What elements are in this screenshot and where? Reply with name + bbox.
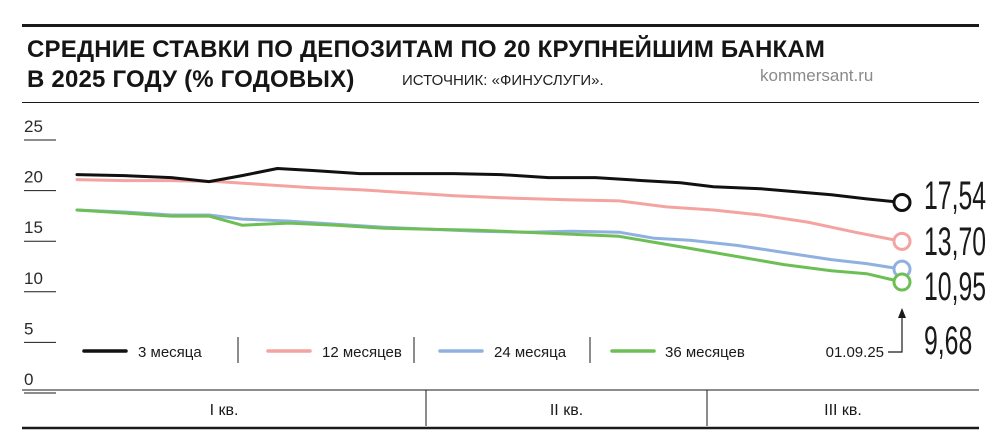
legend: 3 месяца 12 месяцев 24 месяца 36 месяцев xyxy=(82,337,745,363)
chart-title-line1: СРЕДНИЕ СТАВКИ ПО ДЕПОЗИТАМ ПО 20 КРУПНЕ… xyxy=(27,36,826,63)
series-end-marker xyxy=(892,231,912,251)
source-note: ИСТОЧНИК: «ФИНУСЛУГИ». xyxy=(402,72,604,89)
quarter-label: III кв. xyxy=(824,402,862,419)
header-divider xyxy=(22,102,979,103)
site-watermark: kommersant.ru xyxy=(760,66,874,85)
top-rule xyxy=(22,24,979,27)
quarter-label: I кв. xyxy=(210,402,239,419)
chart-title-line2: В 2025 ГОДУ (% ГОДОВЫХ) xyxy=(27,66,355,93)
series-end-marker xyxy=(892,192,912,212)
y-tick-label: 15 xyxy=(24,218,43,237)
series-lines xyxy=(75,167,904,284)
y-tick-label: 5 xyxy=(24,319,33,338)
quarter-label: II кв. xyxy=(550,402,583,419)
series-end-label: 10,95 xyxy=(924,265,986,309)
date-pointer-arrowhead xyxy=(898,308,906,318)
legend-label: 24 месяца xyxy=(494,344,567,361)
date-pointer-line xyxy=(888,312,903,353)
y-tick-label: 20 xyxy=(24,168,43,187)
series-line xyxy=(75,178,904,243)
end-date-label: 01.09.25 xyxy=(826,344,884,361)
legend-label: 3 месяца xyxy=(138,344,202,361)
legend-label: 12 месяцев xyxy=(322,344,402,361)
legend-label: 36 месяцев xyxy=(665,344,745,361)
y-tick-label: 10 xyxy=(24,269,43,288)
series-end-label: 9,68 xyxy=(924,319,972,363)
series-end-label: 17,54 xyxy=(924,174,986,218)
y-tick-label: 0 xyxy=(24,370,33,389)
quarter-axis: I кв. II кв. III кв. xyxy=(22,389,979,430)
y-axis: 25 20 15 10 5 0 xyxy=(24,117,56,394)
series-line xyxy=(75,208,904,284)
series-line xyxy=(75,167,904,204)
series-end-label: 13,70 xyxy=(924,220,986,264)
y-tick-label: 25 xyxy=(24,117,43,136)
series-end-marker xyxy=(892,272,912,292)
